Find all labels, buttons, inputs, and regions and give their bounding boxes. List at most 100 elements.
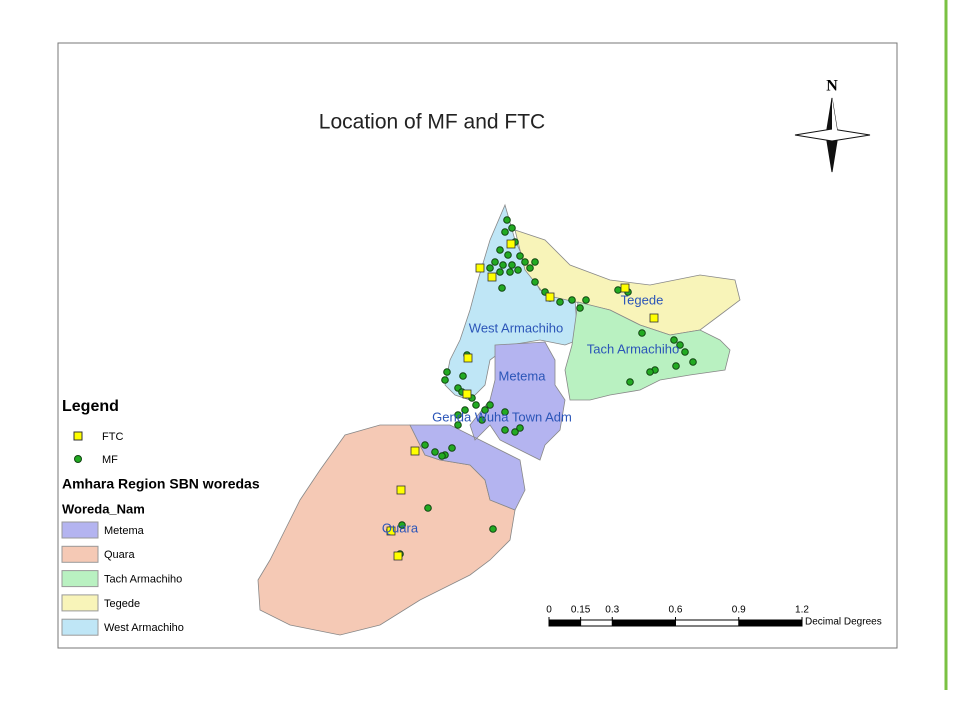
mf-point [503,216,511,224]
mf-point [646,368,654,376]
mf-point [531,278,539,286]
ftc-point [462,389,472,399]
legend-class-label: Tach Armachiho [104,574,182,586]
mf-point [516,424,524,432]
mf-point [398,521,406,529]
mf-point [431,448,439,456]
mf-point [472,401,480,409]
mf-point [499,261,507,269]
mf-point [496,246,504,254]
legend-class-label: West Armachiho [104,622,184,634]
mf-point [459,372,467,380]
legend-patch [61,521,99,539]
mf-point [511,428,519,436]
mf-point [681,348,689,356]
scale-tick-label: 1.2 [795,605,809,616]
mf-point [489,525,497,533]
ftc-point [620,283,630,293]
map-label: Quara [382,520,419,535]
ftc-point [487,272,497,282]
ftc-point [475,263,485,273]
mf-point [672,362,680,370]
legend-ftc-symbol [73,431,83,441]
mf-point [501,408,509,416]
mf-point [556,298,564,306]
legend-patch [61,618,99,636]
mf-point [506,268,514,276]
map-label: Tegede [621,292,664,307]
mf-point [448,444,456,452]
mf-point [478,416,486,424]
mf-point [689,358,697,366]
ftc-point [545,292,555,302]
scale-tick-label: 0.9 [732,605,746,616]
ftc-point [393,551,403,561]
scale-segment [549,620,581,626]
ftc-point [463,353,473,363]
mf-point [498,284,506,292]
layer-title: Amhara Region SBN woredas [62,476,260,492]
ftc-point [649,313,659,323]
mf-point [626,378,634,386]
mf-point [568,296,576,304]
mf-point [481,406,489,414]
field-name: Woreda_Nam [62,501,145,516]
legend-class-label: Tegede [104,598,140,610]
map-label: Genda Wuha Town Adm [432,409,572,424]
north-arrow: N [794,78,871,173]
map-label: Metema [499,368,547,383]
mf-point [514,266,522,274]
scale-tick-label: 0.15 [571,605,591,616]
mf-point [424,504,432,512]
ftc-point [410,446,420,456]
legend-class-label: Quara [104,549,135,561]
map-labels: Tegede West Armachiho Tach Armachiho Met… [382,292,679,535]
mf-point [576,304,584,312]
legend-class-label: Metema [104,525,145,537]
mf-point [508,224,516,232]
mf-point [521,258,529,266]
scale-tick-label: 0 [546,605,552,616]
mf-point [441,376,449,384]
legend-label: FTC [102,431,123,443]
legend-patch [61,594,99,612]
mf-point [421,441,429,449]
scale-segment [738,620,802,626]
mf-point [582,296,590,304]
needle-highlight [832,98,838,135]
mf-point [454,421,462,429]
legend-label: MF [102,454,118,466]
map-title: Location of MF and FTC [319,111,545,134]
scale-tick-label: 0.6 [669,605,683,616]
mf-point [443,368,451,376]
legend-patch [61,570,99,588]
map-label: West Armachiho [469,320,563,335]
mf-point [486,264,494,272]
legend-title: Legend [62,398,119,415]
legend-mf-symbol [74,455,82,463]
mf-point [486,401,494,409]
scale-unit: Decimal Degrees [805,617,882,628]
mf-point [461,406,469,414]
mf-point [676,341,684,349]
mf-point [531,258,539,266]
mf-point [501,228,509,236]
mf-point [491,258,499,266]
woreda-tach-armachiho [564,301,731,401]
legend: Legend FTC MF Amhara Region SBN woredas … [61,398,260,636]
legend-classes: Metema Quara Tach Armachiho Tegede West Arma… [61,521,184,636]
scale-segment [612,620,676,626]
mf-point [496,268,504,276]
north-label: N [826,78,838,95]
mf-point [504,251,512,259]
mf-point [454,411,462,419]
scale-tick-label: 0.3 [605,605,619,616]
mf-point [670,336,678,344]
woreda-metema [409,341,566,511]
mf-point [501,426,509,434]
mf-point [638,329,646,337]
ftc-point [386,526,396,536]
mf-point [526,264,534,272]
